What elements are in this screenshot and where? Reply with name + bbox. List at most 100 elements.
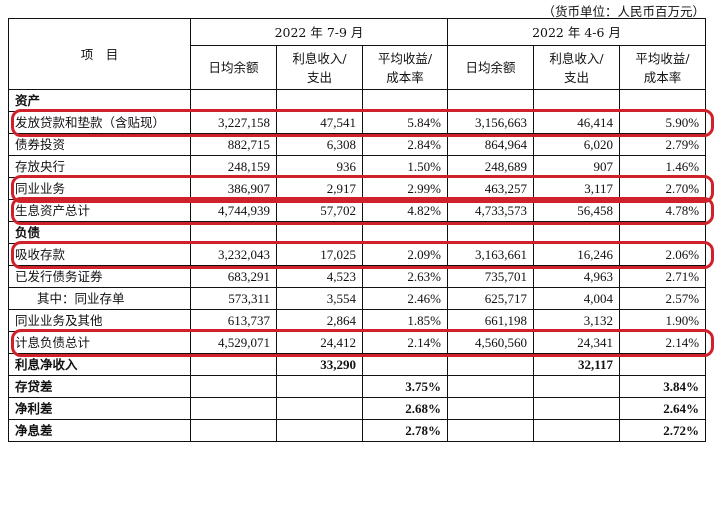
cell-value: 2.14% [361,331,449,354]
cell-value [533,397,621,420]
cell-value: 4.82% [361,199,449,222]
cell-value [447,375,535,398]
cell-value: 6,308 [276,133,363,156]
cell-value: 907 [533,155,621,178]
row-label: 资产 [8,89,191,112]
table-row: 其中：同业存单 573,311 3,554 2.46% 625,717 4,004 2.57… [8,287,707,310]
cell-value: 2.46% [361,287,449,310]
cell-value: 17,025 [276,243,363,266]
cell-value: 4,744,939 [190,199,277,222]
cell-value [533,221,621,244]
row-label: 存放央行 [8,155,191,178]
cell-value: 1.85% [361,309,449,332]
cell-value [447,419,535,442]
cell-value: 47,541 [276,111,363,134]
cell-value: 2.78% [361,419,449,442]
cell-value: 2.63% [361,265,449,288]
row-label: 其中：同业存单 [8,287,191,310]
table-row: 吸收存款 3,232,043 17,025 2.09% 3,163,661 16,246 2… [8,243,707,266]
cell-value [190,221,277,244]
cell-value: 864,964 [447,133,535,156]
yield-header-q3: 平均收益/成本率 [361,45,449,90]
table-row: 存放央行 248,159 936 1.50% 248,689 907 1.46% [8,155,707,178]
cell-value [533,89,621,112]
header-line: 成本率 [643,69,682,85]
avg-balance-header-q3: 日均余额 [190,45,277,90]
header-line: 日均余额 [465,60,516,75]
cell-value [276,221,363,244]
cell-value [190,397,277,420]
table-row: 债券投资 882,715 6,308 2.84% 864,964 6,020 2.79% [8,133,707,156]
cell-value: 2.72% [619,419,707,442]
row-label: 利息净收入 [8,353,191,376]
row-label: 已发行债务证券 [8,265,191,288]
cell-value: 3,156,663 [447,111,535,134]
row-label: 负债 [8,221,191,244]
row-label: 净利差 [8,397,191,420]
row-label: 同业业务及其他 [8,309,191,332]
cell-value: 57,702 [276,199,363,222]
table-row: 净息差 2.78% 2.72% [8,419,707,442]
cell-value [361,221,449,244]
cell-value [533,419,621,442]
row-label: 发放贷款和垫款（含贴现） [8,111,191,134]
table-row: 利息净收入 33,290 32,117 [8,353,707,376]
cell-value [276,419,363,442]
cell-value [619,221,707,244]
header-line: 支出 [564,69,590,85]
header-line: 利息收入/ [549,50,604,66]
cell-value [276,397,363,420]
cell-value [276,375,363,398]
row-label: 同业业务 [8,177,191,200]
table-row: 净利差 2.68% 2.64% [8,397,707,420]
cell-value: 2.99% [361,177,449,200]
cell-value: 33,290 [276,353,363,376]
cell-value: 248,689 [447,155,535,178]
cell-value: 4,523 [276,265,363,288]
cell-value: 2.14% [619,331,707,354]
row-label: 债券投资 [8,133,191,156]
table-row: 资产 [8,89,707,112]
cell-value: 683,291 [190,265,277,288]
yield-header-q2: 平均收益/成本率 [619,45,707,90]
cell-value: 24,341 [533,331,621,354]
cell-value: 2.06% [619,243,707,266]
cell-value: 386,907 [190,177,277,200]
period-header-q2: 2022 年 4-6 月 [447,18,707,46]
cell-value [361,353,449,376]
cell-value [447,353,535,376]
cell-value: 3,132 [533,309,621,332]
cell-value: 463,257 [447,177,535,200]
table-row: 发放贷款和垫款（含贴现） 3,227,158 47,541 5.84% 3,156,66… [8,111,707,134]
cell-value: 2.68% [361,397,449,420]
cell-value [619,89,707,112]
cell-value: 4,529,071 [190,331,277,354]
cell-value: 24,412 [276,331,363,354]
currency-unit-note: （货币单位：人民币百万元） [542,4,705,19]
cell-value: 2.70% [619,177,707,200]
cell-value: 625,717 [447,287,535,310]
cell-value: 2.71% [619,265,707,288]
cell-value: 4,560,560 [447,331,535,354]
table-row: 生息资产总计 4,744,939 57,702 4.82% 4,733,573 56,45… [8,199,707,222]
cell-value: 32,117 [533,353,621,376]
table-row: 同业业务及其他 613,737 2,864 1.85% 661,198 3,132 1.90… [8,309,707,332]
cell-value [447,397,535,420]
row-label: 计息负债总计 [8,331,191,354]
cell-value: 661,198 [447,309,535,332]
header-line: 利息收入/ [292,50,347,66]
cell-value: 2.79% [619,133,707,156]
cell-value: 3,554 [276,287,363,310]
cell-value [190,375,277,398]
table-row: 存贷差 3.75% 3.84% [8,375,707,398]
item-header: 项 目 [8,18,191,90]
cell-value: 6,020 [533,133,621,156]
cell-value: 4,733,573 [447,199,535,222]
cell-value [276,89,363,112]
cell-value: 1.90% [619,309,707,332]
cell-value: 46,414 [533,111,621,134]
header-line: 平均收益/ [635,50,690,66]
cell-value: 3,117 [533,177,621,200]
cell-value: 3,232,043 [190,243,277,266]
cell-value: 4,963 [533,265,621,288]
